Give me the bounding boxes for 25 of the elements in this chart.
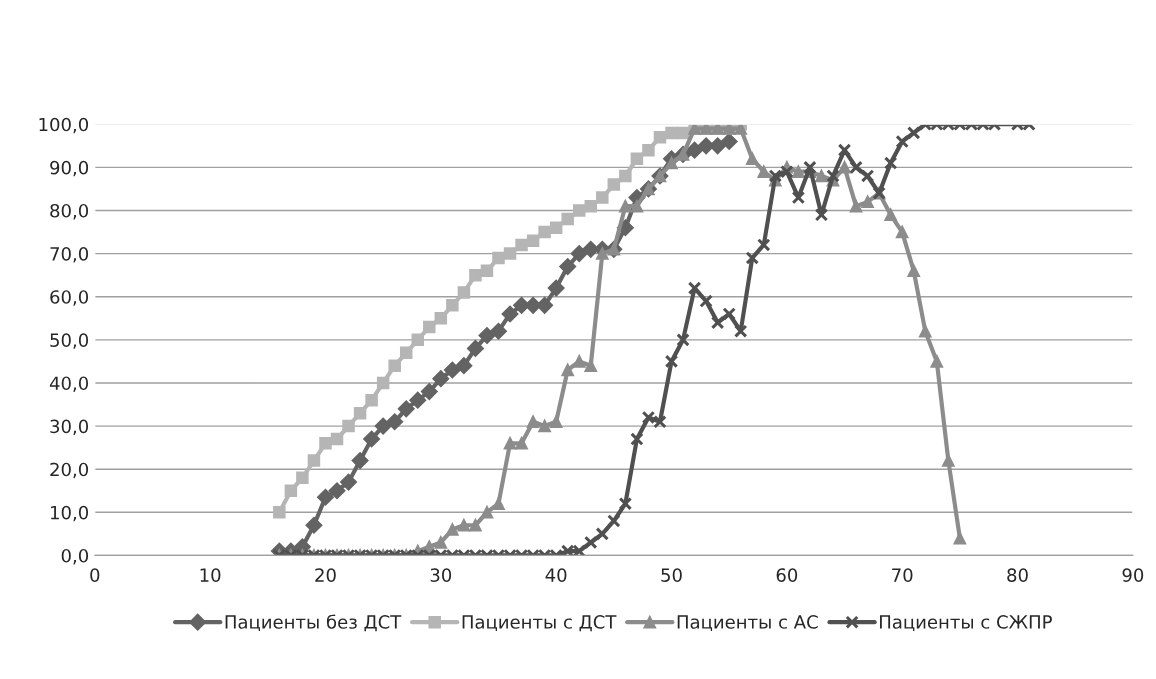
y-tick-label: 100,0 — [39, 117, 89, 134]
x-tick-label: 60 — [776, 568, 798, 582]
y-tick-label: 0,0 — [61, 548, 89, 565]
x-tick-label: 80 — [1007, 568, 1028, 582]
y-tick-label: 30,0 — [50, 419, 89, 436]
y-tick-label: 10,0 — [51, 505, 89, 522]
legend-label: Пациенты с СЖПР — [880, 615, 1052, 631]
y-tick-label: 40,0 — [49, 376, 89, 392]
y-tick-label: 90,0 — [50, 160, 89, 177]
x-tick-label: 30 — [430, 568, 452, 582]
y-tick-label: 50,0 — [50, 333, 89, 349]
x-tick-label: 70 — [892, 568, 913, 582]
legend-label: Пациенты с АС — [677, 615, 818, 631]
y-tick-label: 20,0 — [50, 462, 89, 479]
legend-label: Пациенты с ДСТ — [462, 615, 617, 632]
y-tick-label: 70,0 — [50, 247, 89, 263]
x-tick-label: 40 — [545, 568, 567, 582]
y-tick-label: 80,0 — [50, 203, 89, 220]
y-tick-label: 60,0 — [50, 290, 89, 306]
x-tick-label: 0 — [90, 568, 100, 582]
x-tick-label: 20 — [315, 568, 336, 582]
x-tick-label: 50 — [661, 568, 682, 582]
legend-label: Пациенты без ДСТ — [225, 614, 402, 632]
x-tick-label: 10 — [200, 568, 221, 582]
x-tick-label: 90 — [1122, 568, 1144, 582]
